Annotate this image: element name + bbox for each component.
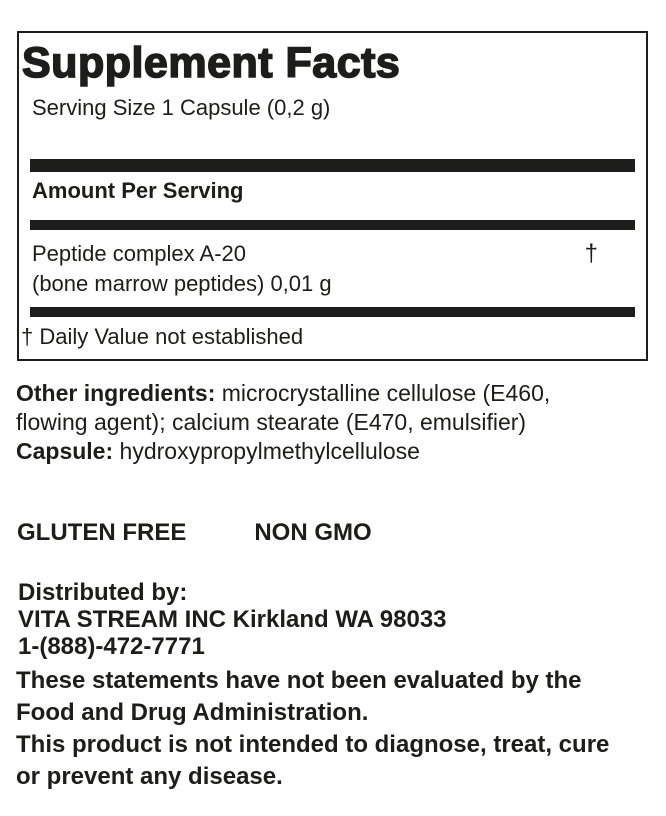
- other-ingredients-label: Other ingredients:: [16, 380, 216, 406]
- other-ingredients-line-2: flowing agent); calcium stearate (E470, …: [16, 408, 550, 437]
- amount-per-serving-header: Amount Per Serving: [32, 178, 244, 203]
- panel-title: Supplement Facts: [21, 39, 401, 87]
- fda-disclaimer: These statements have not been evaluated…: [16, 665, 609, 793]
- ingredient-row: Peptide complex A-20 (bone marrow peptid…: [32, 239, 646, 299]
- capsule-line: Capsule: hydroxypropylmethylcellulose: [16, 437, 550, 466]
- other-ingredients-text-2: flowing agent); calcium stearate (E470, …: [16, 409, 527, 435]
- other-ingredients-section: Other ingredients: microcrystalline cell…: [16, 379, 550, 466]
- ingredient-name: Peptide complex A-20: [32, 241, 247, 266]
- serving-size-text: Serving Size 1 Capsule (0,2 g): [32, 95, 331, 120]
- daily-value-dagger: †: [584, 240, 598, 267]
- gluten-free-badge: GLUTEN FREE: [17, 519, 187, 546]
- distributed-by-label: Distributed by:: [18, 579, 188, 606]
- non-gmo-badge: NON GMO: [254, 519, 372, 546]
- ingredient-detail: (bone marrow peptides) 0,01 g: [32, 271, 332, 296]
- distributor-company: VITA STREAM INC Kirkland WA 98033: [18, 606, 447, 633]
- supplement-facts-panel: Supplement Facts Serving Size 1 Capsule …: [17, 31, 648, 361]
- disclaimer-line-3: This product is not intended to diagnose…: [16, 731, 610, 758]
- capsule-label: Capsule:: [16, 438, 114, 464]
- ingredient-name-block: Peptide complex A-20 (bone marrow peptid…: [32, 239, 332, 299]
- divider-bar-bottom: [30, 307, 635, 317]
- disclaimer-line-2: Food and Drug Administration.: [16, 699, 369, 726]
- divider-bar-thick: [30, 159, 635, 172]
- claim-badges: GLUTEN FREE NON GMO: [17, 519, 372, 547]
- disclaimer-line-1: These statements have not been evaluated…: [16, 667, 582, 694]
- daily-value-footnote: † Daily Value not established: [21, 324, 304, 349]
- other-ingredients-text-1: microcrystalline cellulose (E460,: [215, 380, 551, 406]
- divider-bar-medium: [30, 220, 635, 230]
- disclaimer-line-4: or prevent any disease.: [16, 763, 283, 790]
- capsule-text: hydroxypropylmethylcellulose: [113, 438, 420, 464]
- distributor-phone: 1-(888)-472-7771: [18, 633, 205, 660]
- distributor-section: Distributed by: VITA STREAM INC Kirkland…: [18, 579, 447, 660]
- other-ingredients-line-1: Other ingredients: microcrystalline cell…: [16, 379, 550, 408]
